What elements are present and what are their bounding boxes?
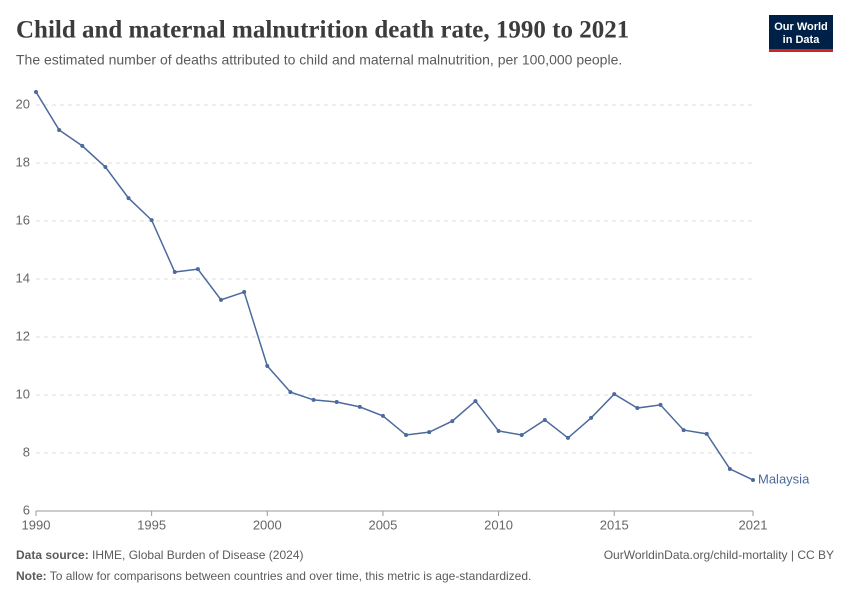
data-point: [519, 433, 524, 438]
data-point: [357, 404, 362, 409]
logo-text: in Data: [783, 34, 821, 46]
logo[interactable]: Our World in Data: [769, 15, 833, 52]
y-tick-label: 8: [23, 444, 30, 459]
x-tick-label: 2000: [253, 517, 282, 532]
data-point: [751, 477, 755, 482]
data-point: [542, 417, 547, 422]
data-point: [34, 89, 38, 94]
data-point: [635, 406, 640, 411]
series-line: [35, 91, 754, 481]
x-tick-label: 2010: [484, 517, 513, 532]
data-point: [311, 397, 316, 402]
data-point: [404, 433, 409, 438]
note: Note: To allow for comparisons between c…: [16, 569, 531, 583]
data-point: [242, 290, 247, 295]
data-point: [473, 399, 478, 404]
x-tick-label: 2015: [600, 517, 629, 532]
x-tick-label: 1990: [22, 517, 51, 532]
data-point: [195, 267, 200, 272]
y-tick-label: 12: [16, 328, 30, 343]
data-point: [658, 402, 663, 407]
logo-text: Our World: [774, 21, 828, 33]
data-point: [427, 430, 432, 435]
y-tick-label: 14: [16, 270, 30, 285]
data-point: [126, 196, 131, 201]
chart-title: Child and maternal malnutrition death ra…: [16, 17, 629, 44]
x-tick-label: 2005: [368, 517, 397, 532]
series-label: Malaysia: [758, 471, 810, 486]
data-point: [704, 431, 709, 436]
data-point: [219, 297, 224, 302]
data-point: [727, 466, 732, 471]
x-tick-label: 1995: [137, 517, 166, 532]
data-point: [380, 413, 385, 418]
data-point: [57, 127, 62, 132]
y-tick-label: 10: [16, 386, 30, 401]
data-point: [288, 390, 293, 395]
y-tick-label: 16: [16, 212, 30, 227]
note-text: To allow for comparisons between countri…: [50, 569, 532, 583]
data-point: [149, 218, 154, 223]
data-point: [172, 270, 177, 275]
data-point: [612, 392, 617, 397]
y-tick-label: 18: [16, 154, 30, 169]
url[interactable]: OurWorldinData.org/child-mortality | CC …: [604, 548, 834, 562]
data-point: [450, 419, 455, 424]
data-point: [496, 428, 501, 433]
x-tick-label: 2021: [739, 517, 768, 532]
data-point: [103, 165, 108, 170]
source-label: Data source:: [16, 548, 89, 562]
data-point: [80, 143, 85, 148]
data-point: [265, 364, 270, 368]
data-point: [681, 428, 686, 433]
note-label: Note:: [16, 569, 47, 583]
logo-bar: [769, 49, 833, 52]
chart-subtitle: The estimated number of deaths attribute…: [16, 52, 622, 68]
y-tick-label: 20: [16, 96, 30, 111]
y-tick-label: 6: [23, 502, 30, 517]
source: Data source: IHME, Global Burden of Dise…: [16, 548, 303, 562]
data-point: [589, 415, 594, 420]
logo-box: [769, 15, 833, 52]
source-text: IHME, Global Burden of Disease (2024): [92, 548, 303, 562]
data-point: [334, 399, 339, 404]
data-point: [565, 435, 570, 440]
